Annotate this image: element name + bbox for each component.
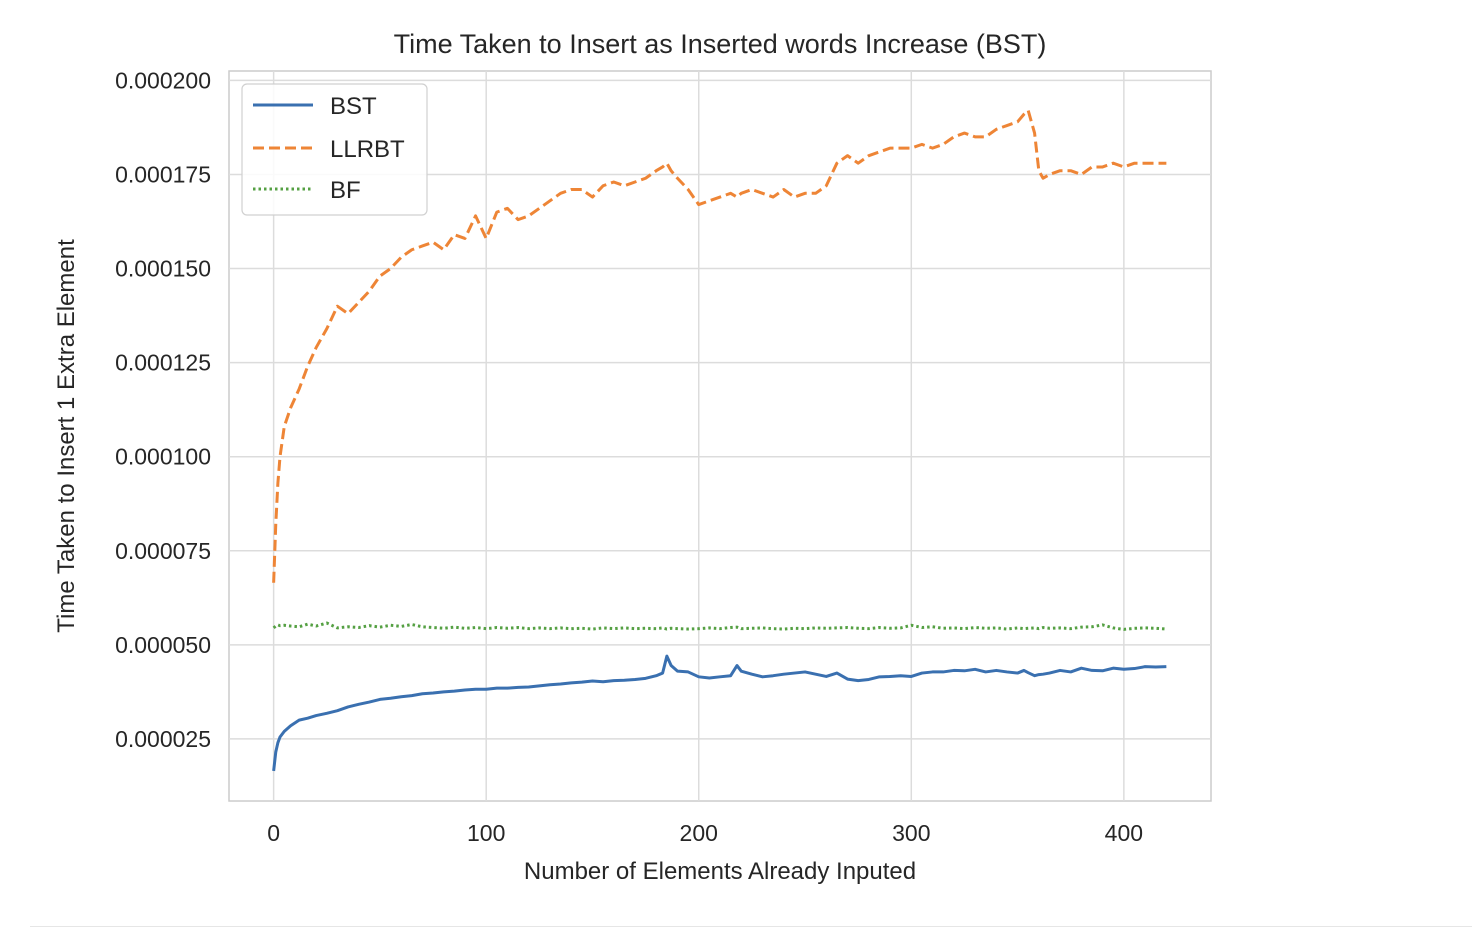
legend-label-bst: BST [330, 93, 377, 120]
series-line-llrbt [272, 109, 1167, 583]
y-tick-label: 0.000175 [115, 161, 211, 187]
legend-label-llrbt: LLRBT [330, 136, 405, 163]
x-axis-label: Number of Elements Already Inputed [524, 858, 916, 885]
y-axis-label: Time Taken to Insert 1 Extra Element [53, 239, 80, 633]
page-divider [30, 926, 1472, 927]
legend-box [241, 83, 428, 216]
y-tick-label: 0.000050 [115, 632, 211, 658]
x-tick-label: 300 [892, 820, 930, 846]
series-line-bf [272, 621, 1167, 631]
series-layer [272, 109, 1167, 772]
y-tick-label: 0.000150 [115, 256, 211, 282]
y-tick-label: 0.000075 [115, 538, 211, 564]
x-tick-label: 400 [1105, 820, 1143, 846]
x-tick-label: 200 [680, 820, 718, 846]
y-tick-labels: 0.000025 0.000050 0.000075 0.000100 0.000125… [115, 67, 211, 752]
x-tick-label: 0 [267, 820, 280, 846]
y-tick-label: 0.000025 [115, 726, 211, 752]
y-tick-label: 0.000100 [115, 444, 211, 470]
x-tick-label: 100 [467, 820, 505, 846]
series-line-bst [272, 654, 1167, 772]
y-tick-label: 0.000200 [115, 67, 211, 93]
legend-label-bf: BF [330, 177, 361, 204]
legend: BST LLRBT BF [241, 83, 428, 216]
y-tick-label: 0.000125 [115, 350, 211, 376]
chart-title: Time Taken to Insert as Inserted words I… [394, 29, 1047, 59]
grid-lines [229, 71, 1211, 801]
x-tick-labels: 0 100 200 300 400 [267, 820, 1143, 846]
